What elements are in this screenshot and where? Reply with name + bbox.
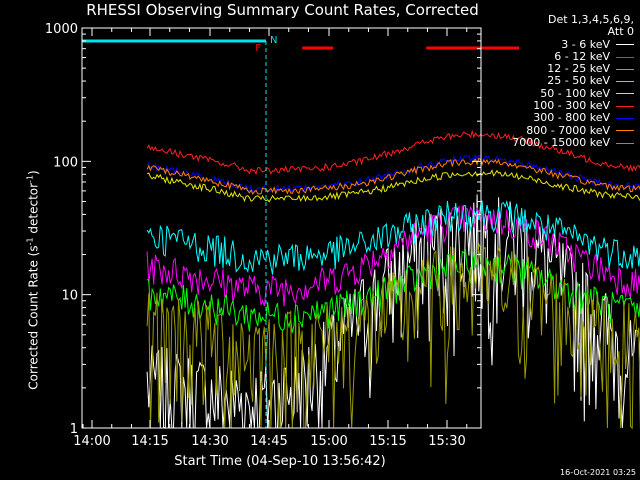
legend-swatch — [616, 56, 634, 58]
x-tick-label-5: 15:15 — [369, 434, 406, 449]
legend-label: 25 - 50 keV — [547, 74, 610, 88]
legend-swatch — [616, 105, 634, 107]
flare-flag-label: F — [255, 43, 261, 54]
legend-header-attenuator: Att 0 — [607, 25, 634, 39]
legend-label: 800 - 7000 keV — [526, 123, 610, 137]
legend-swatch — [616, 68, 634, 70]
legend-item-8: 7000 - 15000 keV — [512, 135, 634, 149]
y-axis-label: Corrected Count Rate (s-1 detector-1) — [25, 170, 41, 390]
legend-item-4: 50 - 100 keV — [512, 86, 634, 100]
x-axis-label: Start Time (04-Sep-10 13:56:42) — [174, 454, 386, 469]
legend-label: 300 - 800 keV — [533, 111, 610, 125]
legend-swatch — [616, 81, 634, 83]
series-line-0 — [146, 194, 640, 429]
legend-swatch — [616, 93, 634, 95]
y-tick-label-2: 100 — [53, 155, 78, 170]
y-tick-label-1: 10 — [61, 289, 78, 304]
legend-label: 3 - 6 keV — [561, 37, 610, 51]
x-tick-label-1: 14:15 — [131, 434, 168, 449]
legend-item-0: 3 - 6 keV — [512, 37, 634, 51]
x-tick-label-0: 14:00 — [73, 434, 110, 449]
legend-item-5: 100 - 300 keV — [512, 99, 634, 113]
legend-header-detectors: Det 1,3,4,5,6,9, — [547, 13, 634, 26]
x-tick-label-2: 14:30 — [191, 434, 228, 449]
night-flag-label: N — [270, 35, 277, 46]
legend-label: 50 - 100 keV — [540, 86, 610, 100]
series-line-8 — [146, 242, 640, 430]
series-line-5 — [146, 129, 640, 176]
series-line-1 — [146, 204, 640, 307]
x-tick-label-6: 15:30 — [428, 434, 465, 449]
series-line-4 — [146, 169, 640, 203]
legend-item-1: 6 - 12 keV — [512, 49, 634, 63]
legend-item-3: 25 - 50 keV — [512, 75, 634, 87]
plot-frame — [81, 27, 482, 429]
render-timestamp: 16-Oct-2021 03:25 — [560, 468, 636, 477]
y-tick-label-0: 1 — [70, 422, 78, 437]
legend-label: 12 - 25 keV — [547, 62, 610, 76]
chart-title: RHESSI Observing Summary Count Rates, Co… — [86, 1, 479, 19]
legend-swatch — [616, 142, 634, 144]
legend-label: 7000 - 15000 keV — [512, 135, 610, 149]
legend-swatch — [616, 118, 634, 120]
chart-legend: Det 1,3,4,5,6,9, Att 0 3 - 6 keV 6 - 12 k… — [512, 13, 634, 149]
legend-item-6: 300 - 800 keV — [512, 112, 634, 124]
x-tick-label-3: 14:45 — [250, 434, 287, 449]
legend-label: 6 - 12 keV — [554, 49, 610, 63]
x-tick-label-4: 15:00 — [310, 434, 347, 449]
series-line-3 — [146, 199, 640, 275]
y-tick-label-3: 1000 — [45, 22, 78, 37]
legend-item-2: 12 - 25 keV — [512, 62, 634, 76]
legend-swatch — [616, 44, 634, 46]
legend-label: 100 - 300 keV — [533, 99, 610, 113]
legend-swatch — [616, 130, 634, 132]
legend-item-7: 800 - 7000 keV — [512, 123, 634, 137]
series-line-6 — [146, 154, 640, 194]
series-line-7 — [146, 157, 640, 195]
